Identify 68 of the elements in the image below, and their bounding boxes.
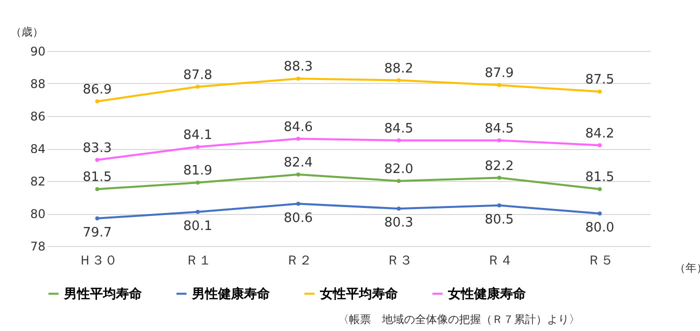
point <box>497 203 502 208</box>
data-label: 84.6 <box>284 120 313 135</box>
point <box>196 180 200 185</box>
data-label: 80.1 <box>183 218 212 234</box>
point <box>497 176 502 180</box>
data-label: 84.1 <box>183 128 212 143</box>
y-tick-label: 86 <box>30 110 46 124</box>
point <box>598 187 602 192</box>
data-label: 84.5 <box>384 121 414 136</box>
point <box>196 84 200 89</box>
data-label: 82.4 <box>284 156 313 170</box>
point <box>396 179 401 183</box>
data-label: 88.2 <box>384 61 414 76</box>
y-tick-label: 82 <box>30 174 46 188</box>
legend-label: 女性健康寿命 <box>447 286 527 302</box>
data-label: 88.3 <box>284 60 313 75</box>
data-label: 81.5 <box>82 170 112 186</box>
point <box>598 212 602 216</box>
data-label: 81.9 <box>183 164 212 179</box>
point <box>396 78 401 82</box>
y-tick-label: 88 <box>30 77 46 91</box>
x-tick-label: Ｈ３０ <box>78 254 118 268</box>
data-label: 80.5 <box>484 212 514 228</box>
point <box>95 216 100 220</box>
data-label: 87.9 <box>484 66 514 82</box>
y-tick-label: 80 <box>30 207 46 221</box>
x-tick-label: Ｒ１ <box>185 254 212 268</box>
y-tick-label: 90 <box>30 44 46 58</box>
x-tick-label: Ｒ２ <box>286 254 312 268</box>
point <box>196 210 200 214</box>
legend-label: 男性平均寿命 <box>63 286 143 302</box>
point <box>296 172 300 176</box>
y-tick-label: 78 <box>30 240 46 254</box>
data-label: 83.3 <box>82 140 112 156</box>
point <box>296 76 300 81</box>
legend-label: 男性健康寿命 <box>191 286 271 302</box>
x-tick-label: Ｒ４ <box>486 254 513 268</box>
data-label: 84.5 <box>484 121 514 136</box>
point <box>95 99 100 104</box>
data-label: 86.9 <box>82 82 112 98</box>
point <box>497 83 502 88</box>
point <box>598 90 602 94</box>
x-tick-label: Ｒ５ <box>587 254 614 268</box>
data-label: 80.3 <box>384 216 414 231</box>
text: 〈帳票 地域の全体像の把握（Ｒ７累計）より〉 <box>338 312 580 327</box>
y-axis-title: （歳） <box>10 26 44 38</box>
y-tick-label: 84 <box>30 142 46 156</box>
x-tick-label: Ｒ３ <box>386 254 412 268</box>
data-label: 79.7 <box>82 225 112 240</box>
data-label: 80.6 <box>284 210 313 226</box>
point <box>396 138 401 142</box>
data-label: 87.5 <box>585 72 614 88</box>
point <box>296 136 300 141</box>
data-label: 84.2 <box>585 126 614 142</box>
data-label: 87.8 <box>183 68 212 83</box>
point <box>95 187 100 192</box>
data-label: 82.0 <box>384 162 414 177</box>
point <box>497 138 502 142</box>
data-label: 82.2 <box>484 158 514 174</box>
data-label: 80.0 <box>585 220 614 236</box>
x-axis-title: （年） <box>674 262 700 274</box>
point <box>196 144 200 149</box>
point <box>396 206 401 211</box>
point <box>296 202 300 206</box>
point <box>95 158 100 162</box>
data-label: 81.5 <box>585 170 614 186</box>
point <box>598 143 602 148</box>
legend-label: 女性平均寿命 <box>319 286 399 302</box>
